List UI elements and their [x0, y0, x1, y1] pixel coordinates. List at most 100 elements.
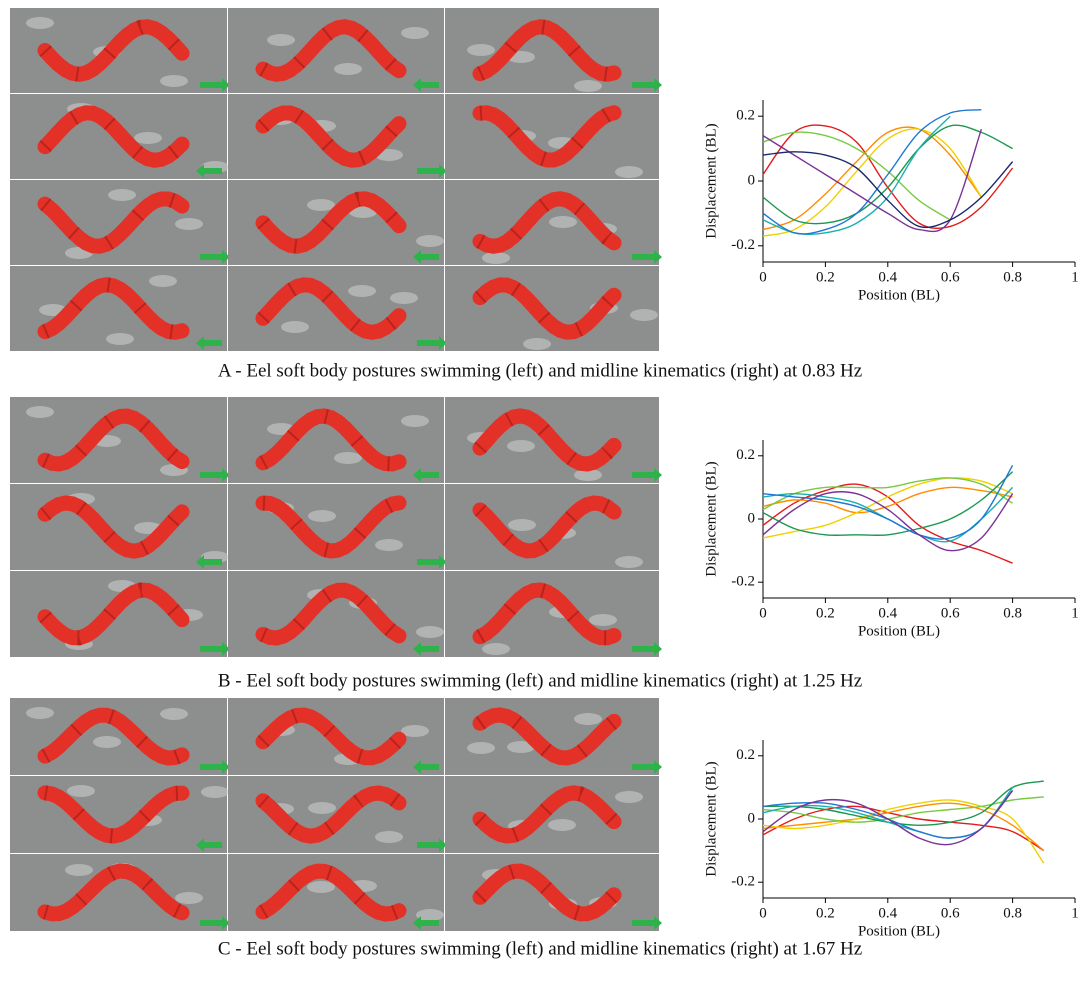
midline-curve	[762, 131, 951, 221]
midline-curve	[762, 126, 982, 231]
photo-cell	[228, 94, 444, 179]
direction-arrow	[417, 254, 439, 260]
water-glare	[549, 216, 577, 228]
x-tick-label: 0.6	[941, 905, 960, 921]
eel-body	[472, 408, 622, 472]
direction-arrow-head	[413, 78, 421, 92]
eel-body	[472, 191, 622, 254]
x-tick-label: 0.4	[878, 905, 897, 921]
water-glare	[160, 708, 188, 720]
eel-body	[37, 707, 190, 766]
direction-arrow	[417, 646, 439, 652]
x-tick-label: 0.6	[941, 605, 960, 621]
direction-arrow-head	[654, 642, 662, 656]
midline-curve	[762, 486, 1014, 543]
x-tick-label: 0.8	[1003, 905, 1022, 921]
direction-arrow-head	[222, 916, 230, 930]
water-glare	[307, 199, 335, 211]
direction-arrow-head	[413, 760, 421, 774]
eel-body	[37, 105, 190, 168]
eel-body	[37, 582, 190, 646]
direction-arrow-head	[222, 760, 230, 774]
photo-cell	[228, 854, 444, 931]
direction-arrow	[632, 82, 654, 88]
midline-curve	[762, 802, 1045, 852]
water-glare	[507, 741, 535, 753]
panel-caption: C - Eel soft body postures swimming (lef…	[218, 938, 862, 959]
water-glare	[401, 27, 429, 39]
y-axis-label: Displacement (BL)	[703, 123, 719, 238]
direction-arrow	[632, 472, 654, 478]
panel-caption: A - Eel soft body postures swimming (lef…	[218, 360, 862, 381]
photo-cell	[228, 397, 444, 483]
midline-curve	[762, 486, 1013, 514]
direction-arrow-head	[413, 642, 421, 656]
eel-body	[255, 191, 407, 254]
direction-arrow-head	[222, 468, 230, 482]
eel-body	[255, 408, 407, 472]
water-glare	[574, 469, 602, 481]
water-glare	[175, 218, 203, 230]
x-tick-label: 0.2	[816, 605, 835, 621]
direction-arrow-head	[654, 250, 662, 264]
midline-curve	[762, 780, 1044, 827]
x-tick-label: 0.4	[878, 269, 897, 285]
x-tick-label: 0.2	[816, 269, 835, 285]
eel-body	[37, 785, 190, 844]
direction-arrow	[200, 472, 222, 478]
water-glare	[175, 892, 203, 904]
y-tick-label: 0	[748, 810, 756, 826]
midline-curve	[762, 477, 1013, 539]
x-axis-label: Position (BL)	[858, 623, 940, 639]
direction-arrow	[632, 254, 654, 260]
water-glare	[67, 785, 95, 797]
water-glare	[615, 791, 643, 803]
eel-body	[37, 408, 190, 472]
x-tick-label: 1	[1071, 605, 1078, 621]
water-glare	[26, 17, 54, 29]
water-glare	[401, 415, 429, 427]
direction-arrow-head	[413, 250, 421, 264]
midline-curve	[762, 124, 1013, 225]
midline-curve	[762, 796, 1044, 823]
direction-arrow	[417, 340, 439, 346]
midline-curve	[762, 115, 951, 235]
eel-body	[255, 582, 407, 646]
y-axis-label: Displacement (BL)	[703, 761, 719, 876]
x-tick-label: 0	[759, 605, 767, 621]
eel-body	[472, 495, 622, 559]
eel-body	[37, 277, 190, 340]
water-glare	[308, 802, 336, 814]
photo-cell	[10, 484, 227, 570]
direction-arrow-head	[222, 78, 230, 92]
eel-body	[255, 277, 407, 340]
midline-curve	[762, 109, 982, 235]
eel-body	[255, 105, 407, 168]
x-tick-label: 0.2	[816, 905, 835, 921]
direction-arrow-head	[439, 555, 447, 569]
eel-body	[472, 707, 622, 766]
direction-arrow-head	[439, 164, 447, 178]
direction-arrow	[632, 646, 654, 652]
eel-body	[472, 785, 622, 844]
x-tick-label: 0.8	[1003, 269, 1022, 285]
x-tick-label: 0	[759, 269, 767, 285]
direction-arrow	[417, 920, 439, 926]
y-axis-label: Displacement (BL)	[703, 461, 719, 576]
midline-curve	[762, 477, 1013, 511]
y-tick-label: 0	[748, 172, 756, 188]
water-glare	[630, 309, 658, 321]
eel-body	[255, 19, 407, 82]
eel-body	[37, 495, 190, 559]
y-tick-label: 0	[748, 510, 756, 526]
water-glare	[349, 206, 377, 218]
direction-arrow	[417, 559, 439, 565]
direction-arrow-head	[439, 336, 447, 350]
direction-arrow	[200, 920, 222, 926]
x-tick-label: 0.4	[878, 605, 897, 621]
water-glare	[574, 80, 602, 92]
photo-cell	[445, 698, 659, 775]
direction-arrow-head	[196, 336, 204, 350]
midline-curve	[762, 471, 1014, 536]
